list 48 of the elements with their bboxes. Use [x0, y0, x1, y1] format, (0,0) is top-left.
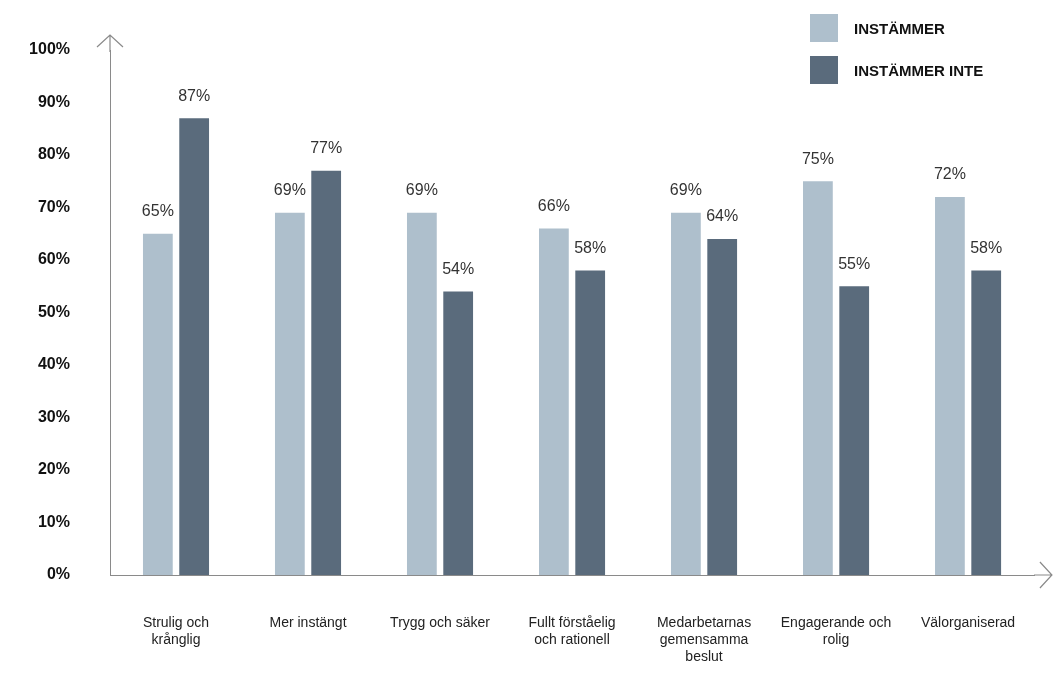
legend-label: INSTÄMMER [854, 19, 945, 37]
bar [575, 270, 606, 575]
x-tick-label: Fullt förståelig och rationell [528, 614, 616, 648]
y-tick-label: 30% [37, 407, 70, 425]
y-tick-label: 90% [37, 92, 70, 110]
y-tick-label: 20% [37, 460, 70, 478]
bar [406, 212, 437, 575]
bar [971, 270, 1002, 575]
data-label: 55% [838, 254, 871, 272]
data-label: 87% [178, 86, 211, 104]
y-tick-label: 0% [46, 565, 70, 583]
y-tick-label: 60% [37, 250, 70, 268]
y-tick-label: 40% [37, 355, 70, 373]
x-tick-label: Strulig och krånglig [142, 614, 210, 648]
legend-label: INSTÄMMER INTE [854, 61, 984, 79]
bar [803, 181, 833, 575]
y-tick-label: 80% [37, 145, 70, 163]
bar [443, 291, 474, 575]
bar [311, 170, 342, 575]
data-label: 54% [442, 259, 475, 277]
x-tick-label: Engagerande och rolig [780, 614, 892, 648]
bar [274, 212, 305, 575]
bar [935, 197, 965, 575]
data-label: 65% [141, 202, 174, 220]
y-tick-label: 70% [37, 197, 70, 215]
y-tick-label: 10% [37, 512, 70, 530]
bar [707, 239, 738, 575]
x-tick-label: Mer instängt [269, 614, 347, 631]
data-label: 58% [970, 238, 1003, 256]
data-label: 66% [537, 196, 570, 214]
data-label: 77% [310, 139, 343, 157]
bar [179, 118, 210, 575]
data-label: 69% [273, 181, 306, 199]
data-label: 58% [574, 238, 607, 256]
data-label: 75% [801, 149, 834, 167]
x-tick-label: Välorganiserad [920, 614, 1016, 631]
data-label: 64% [706, 207, 739, 225]
bar [671, 212, 701, 575]
bar [142, 233, 173, 575]
x-tick-label: Medarbetarnas gemensamma beslut [656, 614, 752, 664]
data-label: 69% [405, 181, 438, 199]
data-label: 69% [669, 181, 702, 199]
data-label: 72% [933, 165, 966, 183]
x-tick-label: Trygg och säker [390, 614, 491, 631]
y-tick-label: 100% [29, 40, 70, 58]
bar [839, 286, 870, 575]
bar [539, 228, 569, 575]
y-tick-label: 50% [37, 302, 70, 320]
